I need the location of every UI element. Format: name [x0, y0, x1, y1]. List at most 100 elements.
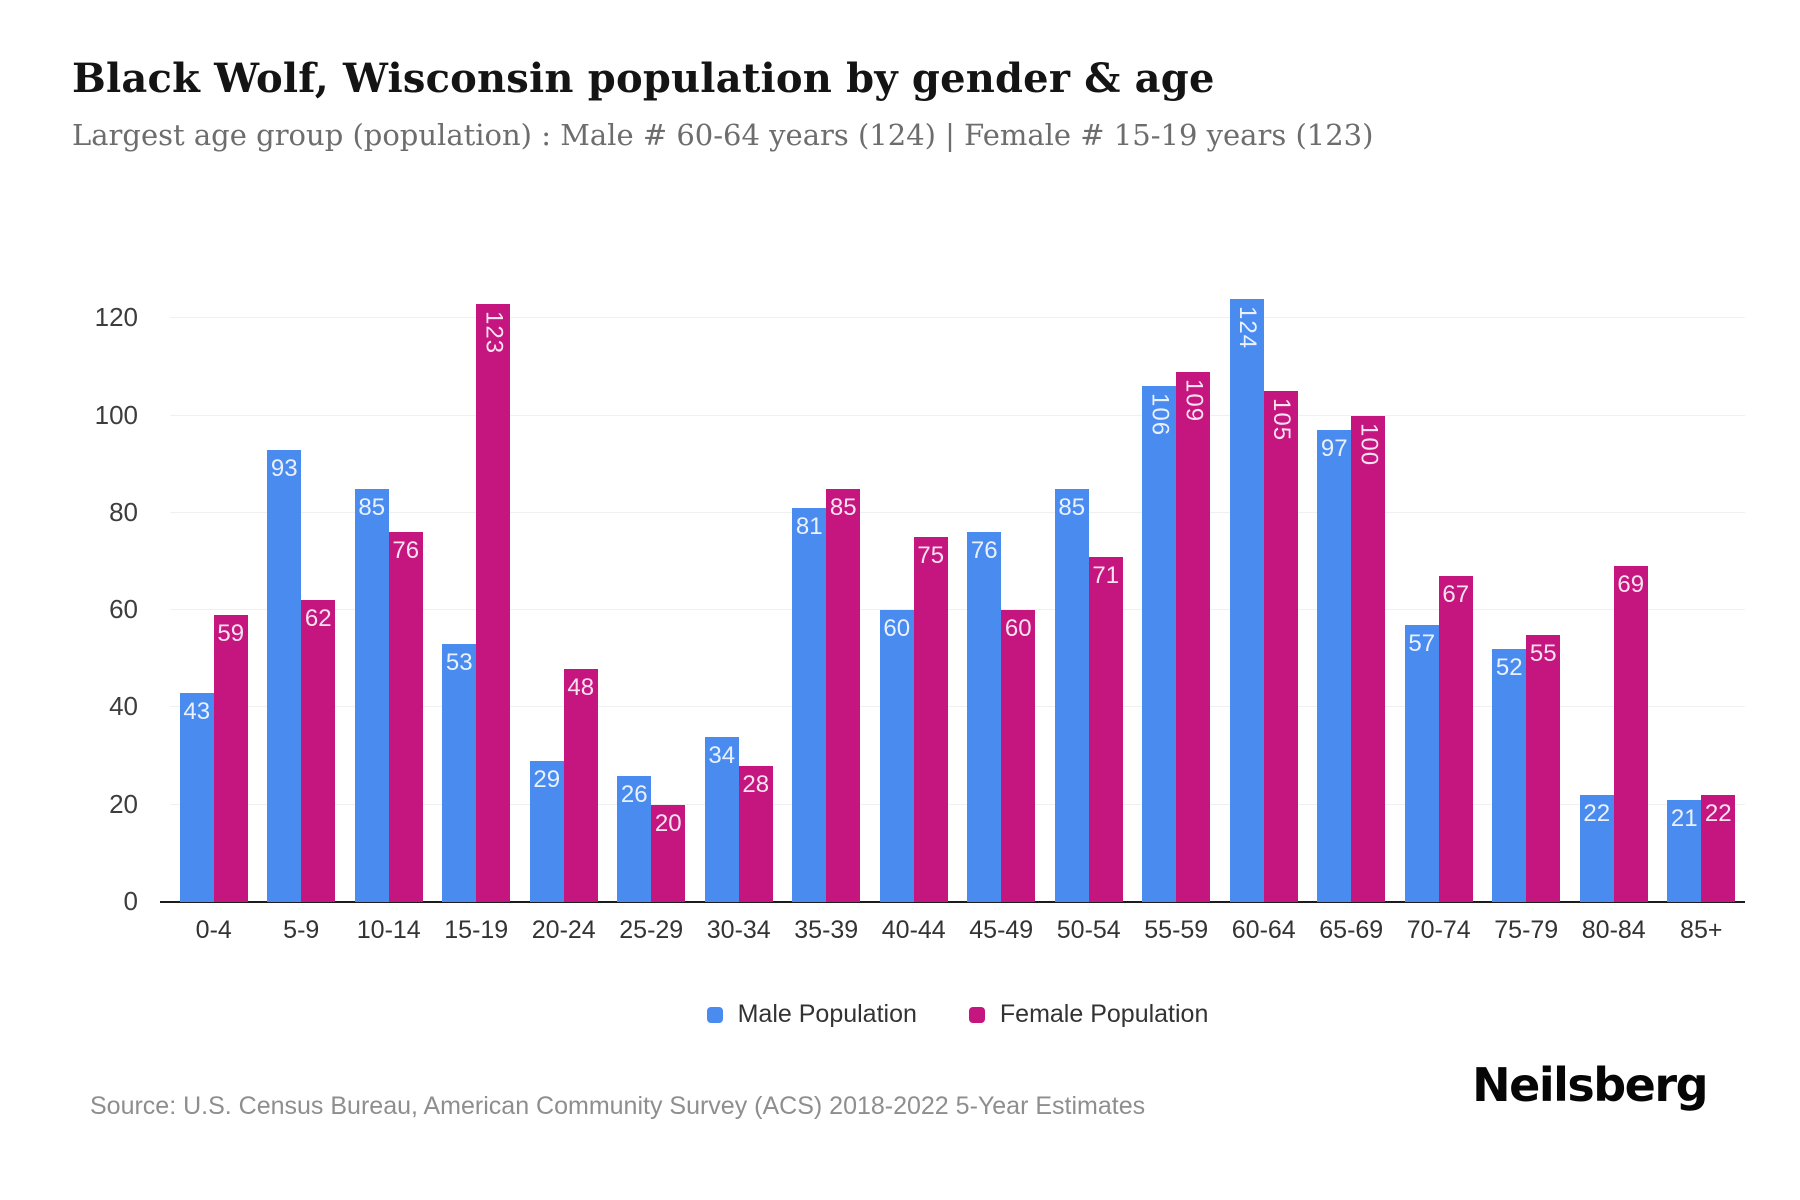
- bar-group-30-34: 34 28 30-34: [695, 260, 783, 944]
- female-bar-45-49: 60: [1001, 610, 1036, 902]
- y-gridline: [170, 317, 1745, 319]
- male-bar-40-44: 60: [879, 610, 914, 902]
- y-gridline: [170, 511, 1745, 513]
- bar-group-75-79: 52 55 75-79: [1483, 260, 1571, 944]
- bar-value-label: 43: [183, 697, 211, 725]
- female-bar-15-19: 123: [476, 303, 511, 902]
- female-legend-swatch-icon: [968, 1006, 985, 1023]
- bar-value-label: 29: [533, 765, 561, 793]
- legend-label-male: Male Population: [737, 1000, 917, 1028]
- y-axis-tick-label: 0: [123, 886, 138, 916]
- bar-group-70-74: 57 67 70-74: [1395, 260, 1483, 944]
- bar-value-label: 21: [1670, 804, 1698, 832]
- bar-value-label: 71: [1092, 561, 1120, 589]
- male-bar-85+: 21: [1667, 799, 1702, 902]
- bar-group-15-19: 53 123 15-19: [433, 260, 521, 944]
- y-gridline: [170, 414, 1745, 416]
- female-bar-35-39: 85: [826, 488, 861, 902]
- bar-value-label: 34: [708, 741, 736, 769]
- bar-value-label: 105: [1267, 398, 1295, 442]
- chart-legend: Male Population Female Population: [170, 1000, 1745, 1029]
- y-axis-tick-label: 80: [109, 496, 138, 527]
- x-axis-tick-label: 20-24: [531, 916, 596, 944]
- male-legend-swatch-icon: [706, 1006, 723, 1023]
- bar-value-label: 48: [567, 673, 595, 701]
- bar-value-label: 59: [217, 620, 245, 648]
- bar-groups: 43 59 0-4 93 62 5-9 85 76 10-14 53 123 15-19 29 48 20-…: [170, 260, 1745, 944]
- male-bar-80-84: 22: [1579, 795, 1614, 902]
- bar-group-65-69: 97 100 65-69: [1308, 260, 1396, 944]
- bar-value-label: 85: [829, 493, 857, 521]
- page-title: Black Wolf, Wisconsin population by gend…: [72, 55, 1215, 102]
- y-axis-tick-label: 100: [94, 399, 138, 430]
- male-bar-70-74: 57: [1404, 624, 1439, 902]
- neilsberg-logo: Neilsberg: [1472, 1058, 1708, 1112]
- male-bar-25-29: 26: [617, 775, 652, 902]
- bar-group-25-29: 26 20 25-29: [608, 260, 696, 944]
- legend-item-female[interactable]: Female Population: [968, 1000, 1209, 1029]
- bar-group-40-44: 60 75 40-44: [870, 260, 958, 944]
- bar-value-label: 85: [358, 493, 386, 521]
- bar-group-10-14: 85 76 10-14: [345, 260, 433, 944]
- bar-value-label: 81: [795, 513, 823, 541]
- x-axis-tick-label: 85+: [1680, 916, 1723, 944]
- legend-item-male[interactable]: Male Population: [706, 1000, 917, 1029]
- male-bar-20-24: 29: [529, 760, 564, 902]
- female-bar-85+: 22: [1701, 795, 1736, 902]
- x-axis-tick-label: 5-9: [283, 916, 320, 944]
- x-axis-tick-label: 65-69: [1319, 916, 1384, 944]
- bar-chart-plot-area: 0 20 40 60 80 100 120 43 59 0-4 93 62 5-9 85 76 10-14 53…: [95, 260, 1745, 944]
- bar-value-label: 52: [1495, 654, 1523, 682]
- bar-value-label: 124: [1233, 305, 1261, 349]
- x-axis-tick-label: 55-59: [1144, 916, 1209, 944]
- bar-value-label: 22: [1704, 800, 1732, 827]
- female-bar-50-54: 71: [1088, 556, 1123, 902]
- bar-value-label: 76: [970, 537, 998, 565]
- bar-value-label: 60: [1004, 615, 1032, 643]
- male-bar-60-64: 124: [1229, 298, 1264, 902]
- bar-value-label: 97: [1320, 435, 1348, 463]
- x-axis-tick-label: 75-79: [1494, 916, 1559, 944]
- x-axis-tick-label: 70-74: [1406, 916, 1471, 944]
- bar-value-label: 60: [883, 615, 911, 643]
- bar-value-label: 109: [1180, 378, 1208, 422]
- male-bar-75-79: 52: [1492, 649, 1527, 902]
- y-axis-tick-label: 120: [94, 302, 138, 333]
- bar-value-label: 20: [654, 809, 682, 837]
- bar-group-35-39: 81 85 35-39: [783, 260, 871, 944]
- female-bar-20-24: 48: [563, 668, 598, 902]
- bar-group-80-84: 22 69 80-84: [1570, 260, 1658, 944]
- female-bar-65-69: 100: [1351, 415, 1386, 902]
- female-bar-70-74: 67: [1438, 576, 1473, 902]
- female-bar-75-79: 55: [1526, 634, 1561, 902]
- bar-group-60-64: 124 105 60-64: [1220, 260, 1308, 944]
- female-bar-60-64: 105: [1263, 391, 1298, 902]
- x-axis-tick-label: 60-64: [1231, 916, 1296, 944]
- bar-value-label: 69: [1617, 571, 1645, 599]
- female-bar-40-44: 75: [913, 537, 948, 902]
- y-axis-tick-label: 60: [109, 594, 138, 625]
- x-axis-tick-label: 30-34: [706, 916, 771, 944]
- bar-group-20-24: 29 48 20-24: [520, 260, 608, 944]
- x-axis-tick-label: 35-39: [794, 916, 859, 944]
- bar-value-label: 67: [1442, 581, 1470, 609]
- legend-label-female: Female Population: [999, 1000, 1209, 1028]
- x-axis-tick-label: 10-14: [356, 916, 421, 944]
- x-axis-tick-label: 15-19: [444, 916, 509, 944]
- bar-group-55-59: 106 109 55-59: [1133, 260, 1221, 944]
- bar-value-label: 53: [445, 649, 473, 677]
- male-bar-55-59: 106: [1142, 386, 1177, 902]
- bar-value-label: 57: [1408, 629, 1436, 657]
- bar-value-label: 55: [1529, 639, 1557, 667]
- bar-group-45-49: 76 60 45-49: [958, 260, 1046, 944]
- female-bar-0-4: 59: [213, 615, 248, 902]
- bar-value-label: 100: [1355, 422, 1383, 466]
- male-bar-45-49: 76: [967, 532, 1002, 902]
- bar-group-50-54: 85 71 50-54: [1045, 260, 1133, 944]
- male-bar-10-14: 85: [354, 488, 389, 902]
- x-axis-tick-label: 25-29: [619, 916, 684, 944]
- male-bar-50-54: 85: [1054, 488, 1089, 902]
- bar-value-label: 26: [620, 780, 648, 808]
- male-bar-15-19: 53: [442, 644, 477, 902]
